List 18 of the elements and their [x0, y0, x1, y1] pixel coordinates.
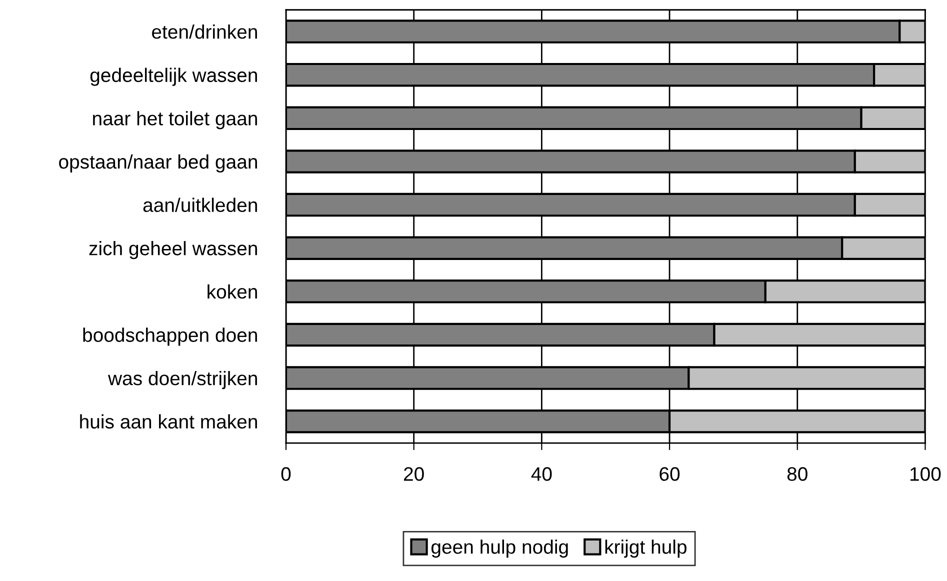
legend-label: krijgt hulp	[605, 540, 686, 558]
x-tick-label: 80	[787, 467, 808, 481]
y-tick-label: boodschappen doen	[83, 328, 257, 346]
y-tick-label: gedeeltelijk wassen	[90, 68, 257, 86]
y-tick-label: zich geheel wassen	[89, 241, 257, 260]
y-tick-label: was doen/strijken	[108, 370, 257, 390]
y-tick-label: aan/uitkleden	[143, 198, 257, 212]
x-tick-label: 40	[531, 467, 552, 481]
legend-label: geen hulp nodig	[432, 540, 568, 558]
x-tick-label: 0	[281, 467, 291, 481]
y-tick-label: koken	[208, 284, 257, 299]
y-tick-label: huis aan kant maken	[80, 414, 257, 429]
x-tick-label: 100	[910, 467, 941, 481]
x-tick-label: 60	[660, 467, 680, 481]
y-tick-label: opstaan/naar bed gaan	[59, 154, 257, 173]
x-tick-label: 20	[404, 467, 424, 481]
y-tick-label: naar het toilet gaan	[93, 111, 257, 130]
y-tick-label: eten/drinken	[152, 24, 257, 39]
